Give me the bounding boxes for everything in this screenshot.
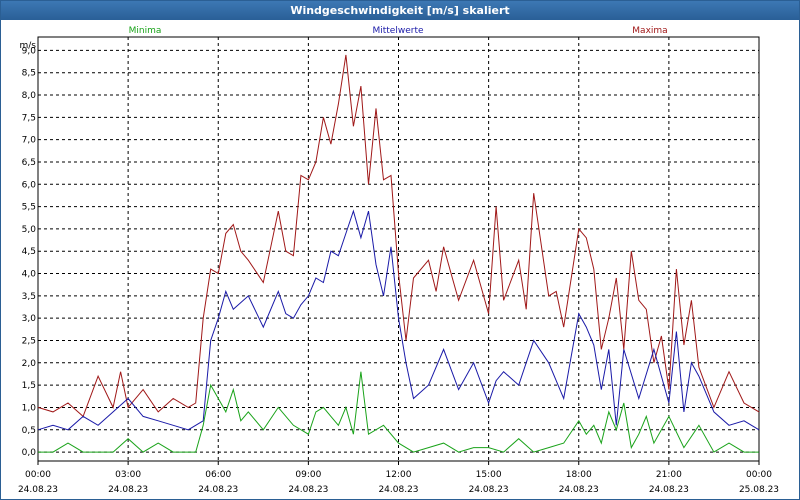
y-tick-label: 0,0 [22, 448, 37, 458]
legend-maxima: Maxima [632, 26, 667, 36]
x-tick-labels: 00:00 24.08.23 03:00 24.08.23 06:00 24.08.23 0… [18, 470, 779, 495]
x-tick-time: 15:00 [476, 470, 502, 480]
x-tick-time: 00:00 [746, 470, 772, 480]
y-tick-label: 1,5 [22, 381, 36, 391]
y-tick-label: 6,0 [22, 180, 37, 190]
y-tick-label: 5,5 [22, 203, 36, 213]
y-tick-label: 8,5 [22, 69, 36, 79]
y-tick-label: 7,0 [22, 136, 37, 146]
x-tick-time: 03:00 [115, 470, 141, 480]
x-tick-date: 24.08.23 [649, 485, 689, 495]
y-tick-label: 9,0 [22, 46, 37, 56]
x-tick-date: 24.08.23 [198, 485, 238, 495]
y-tick-label: 2,5 [22, 336, 36, 346]
y-tick-labels: 0,0 0,5 1,0 1,5 2,0 2,5 3,0 3,5 4,0 4,5 5,0 5,5 6,0 6… [22, 46, 37, 458]
y-tick-label: 6,5 [22, 158, 36, 168]
x-tick-time: 18:00 [566, 470, 592, 480]
y-tick-label: 3,0 [22, 314, 37, 324]
y-tick-label: 1,0 [22, 403, 37, 413]
series-lines [37, 54, 760, 453]
legend-minima: Minima [129, 26, 162, 36]
x-tick-date: 24.08.23 [18, 485, 58, 495]
x-tick-time: 00:00 [25, 470, 51, 480]
x-tick-time: 09:00 [295, 470, 321, 480]
legend-mittelwerte: Mittelwerte [372, 26, 423, 36]
series-line-mittelwerte [37, 209, 760, 431]
y-tick-label: 4,0 [22, 270, 37, 280]
y-tick-label: 8,0 [22, 91, 37, 101]
x-tick-date: 24.08.23 [108, 485, 148, 495]
x-tick-date: 24.08.23 [559, 485, 599, 495]
grid-lines [37, 37, 760, 465]
y-tick-label: 0,5 [22, 426, 36, 436]
window-title: Windgeschwindigkeit [m/s] skaliert [1, 1, 799, 20]
legend: Minima Mittelwerte Maxima [129, 26, 668, 36]
series-line-minima [38, 371, 759, 453]
series-line-maxima [37, 54, 760, 418]
y-tick-label: 2,0 [22, 359, 37, 369]
y-tick-label: 4,5 [22, 247, 36, 257]
x-tick-date: 24.08.23 [469, 485, 509, 495]
x-tick-time: 12:00 [386, 470, 412, 480]
x-tick-date: 24.08.23 [288, 485, 328, 495]
x-tick-date: 25.08.23 [739, 485, 779, 495]
x-tick-time: 21:00 [656, 470, 682, 480]
y-axis-unit-label: m/s [20, 41, 37, 51]
y-tick-label: 7,5 [22, 113, 36, 123]
x-tick-date: 24.08.23 [378, 485, 418, 495]
y-tick-label: 5,0 [22, 225, 37, 235]
x-tick-time: 06:00 [205, 470, 231, 480]
y-tick-label: 3,5 [22, 292, 36, 302]
